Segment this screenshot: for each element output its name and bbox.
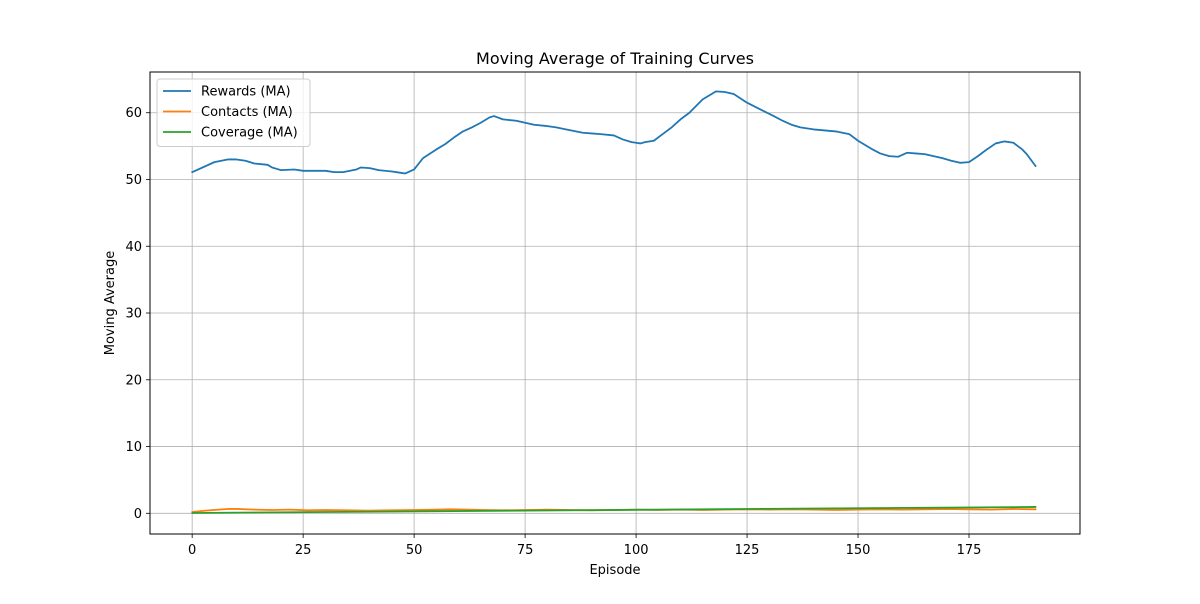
x-tick-label: 0 [188,543,196,558]
series-line-rewards-ma [191,90,1037,175]
legend: Rewards (MA) Contacts (MA) Coverage (MA) [156,78,311,147]
series-layer [191,90,1037,514]
chart-title: Moving Average of Training Curves [476,49,754,68]
x-tick-label: 125 [735,543,760,558]
legend-label: Contacts (MA) [201,105,293,120]
series-line-coverage-ma [191,506,1037,514]
x-tick-label: 100 [624,543,649,558]
x-tick-label: 75 [517,543,534,558]
grid-layer [150,72,1080,534]
y-tick-label: 0 [134,507,142,522]
legend-label: Coverage (MA) [201,126,298,141]
y-tick-label: 20 [125,373,142,388]
y-tick-label: 50 [125,173,142,188]
y-tick-label: 30 [125,307,142,322]
legend-box [156,78,311,147]
legend-label: Rewards (MA) [201,85,291,100]
x-tick-label: 150 [846,543,871,558]
y-tick-label: 60 [125,106,142,121]
y-tick-label: 40 [125,240,142,255]
y-tick-label: 10 [125,440,142,455]
x-tick-label: 25 [295,543,312,558]
plot-area-frame [149,71,1081,535]
x-axis-label: Episode [589,563,640,578]
x-tick-label: 50 [406,543,423,558]
y-axis-label: Moving Average [103,251,118,355]
tick-layer: 0 25 50 75 100 125 150 175 0 10 20 30 40 50 60 [125,106,981,558]
x-tick-label: 175 [957,543,982,558]
